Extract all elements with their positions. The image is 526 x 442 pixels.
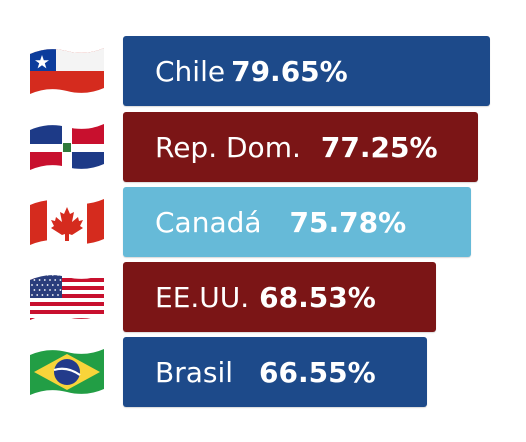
chart-row: Brasil 66.55%	[0, 337, 526, 407]
chart-row: EE.UU. 68.53%	[0, 262, 526, 332]
bar: EE.UU. 68.53%	[123, 262, 436, 332]
bar-label: Brasil 66.55%	[155, 356, 376, 389]
bar-label: EE.UU. 68.53%	[155, 281, 376, 314]
bar-label: Canadá 75.78%	[155, 206, 406, 239]
bar: Rep. Dom. 77.25%	[123, 112, 478, 182]
category-label: Rep. Dom.	[155, 130, 301, 164]
chart-row: Rep. Dom. 77.25%	[0, 112, 526, 182]
bar: Canadá 75.78%	[123, 187, 471, 257]
chart-row: Canadá 75.78%	[0, 187, 526, 257]
bar: Chile 79.65%	[123, 36, 490, 106]
chart-row: Chile 79.65%	[0, 36, 526, 106]
category-label: EE.UU.	[155, 280, 250, 314]
bar-label: Chile 79.65%	[155, 55, 348, 88]
value-label: 79.65%	[231, 54, 348, 88]
value-label: 77.25%	[320, 130, 438, 164]
value-label: 68.53%	[259, 280, 376, 314]
value-label: 75.78%	[289, 205, 407, 239]
bar: Brasil 66.55%	[123, 337, 427, 407]
category-label: Brasil	[155, 355, 234, 389]
category-label: Canadá	[155, 205, 262, 239]
bar-label: Rep. Dom. 77.25%	[155, 131, 438, 164]
value-label: 66.55%	[259, 355, 376, 389]
category-label: Chile	[155, 54, 226, 88]
